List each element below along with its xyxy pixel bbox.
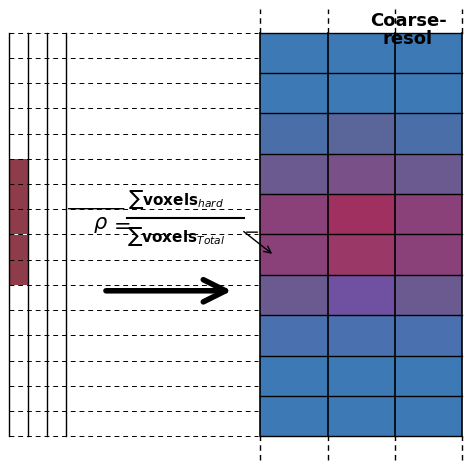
Bar [260,154,327,194]
Bar [395,234,462,275]
Bar [395,396,462,436]
Bar [395,154,462,194]
Bar [9,209,28,234]
Bar [260,113,327,154]
Bar [395,194,462,234]
Bar [327,154,395,194]
Bar [327,275,395,315]
Bar [260,396,327,436]
Bar [327,73,395,113]
Bar [260,33,327,73]
Text: $\mathbf{\sum}$voxels$_{hard}$: $\mathbf{\sum}$voxels$_{hard}$ [128,188,224,211]
Bar [395,275,462,315]
Bar [260,234,327,275]
Text: resol: resol [383,30,433,48]
Text: $=$: $=$ [109,215,130,235]
Bar [395,356,462,396]
Bar [327,33,395,73]
Bar [260,315,327,356]
Bar [9,184,28,209]
Bar [260,275,327,315]
Bar [327,396,395,436]
Bar [327,194,395,234]
Bar [327,234,395,275]
Bar [260,73,327,113]
Bar [9,234,28,260]
Bar [395,73,462,113]
Bar [260,194,327,234]
Bar [395,315,462,356]
Bar [9,260,28,285]
Bar [395,113,462,154]
Bar [9,159,28,184]
Bar [327,315,395,356]
Bar [395,33,462,73]
Text: $\rho$: $\rho$ [93,215,108,235]
Bar [327,356,395,396]
Text: Coarse-: Coarse- [370,12,446,30]
Bar [260,356,327,396]
Bar [327,113,395,154]
Text: $\mathbf{\sum}$voxels$_{Total}$: $\mathbf{\sum}$voxels$_{Total}$ [127,225,225,249]
